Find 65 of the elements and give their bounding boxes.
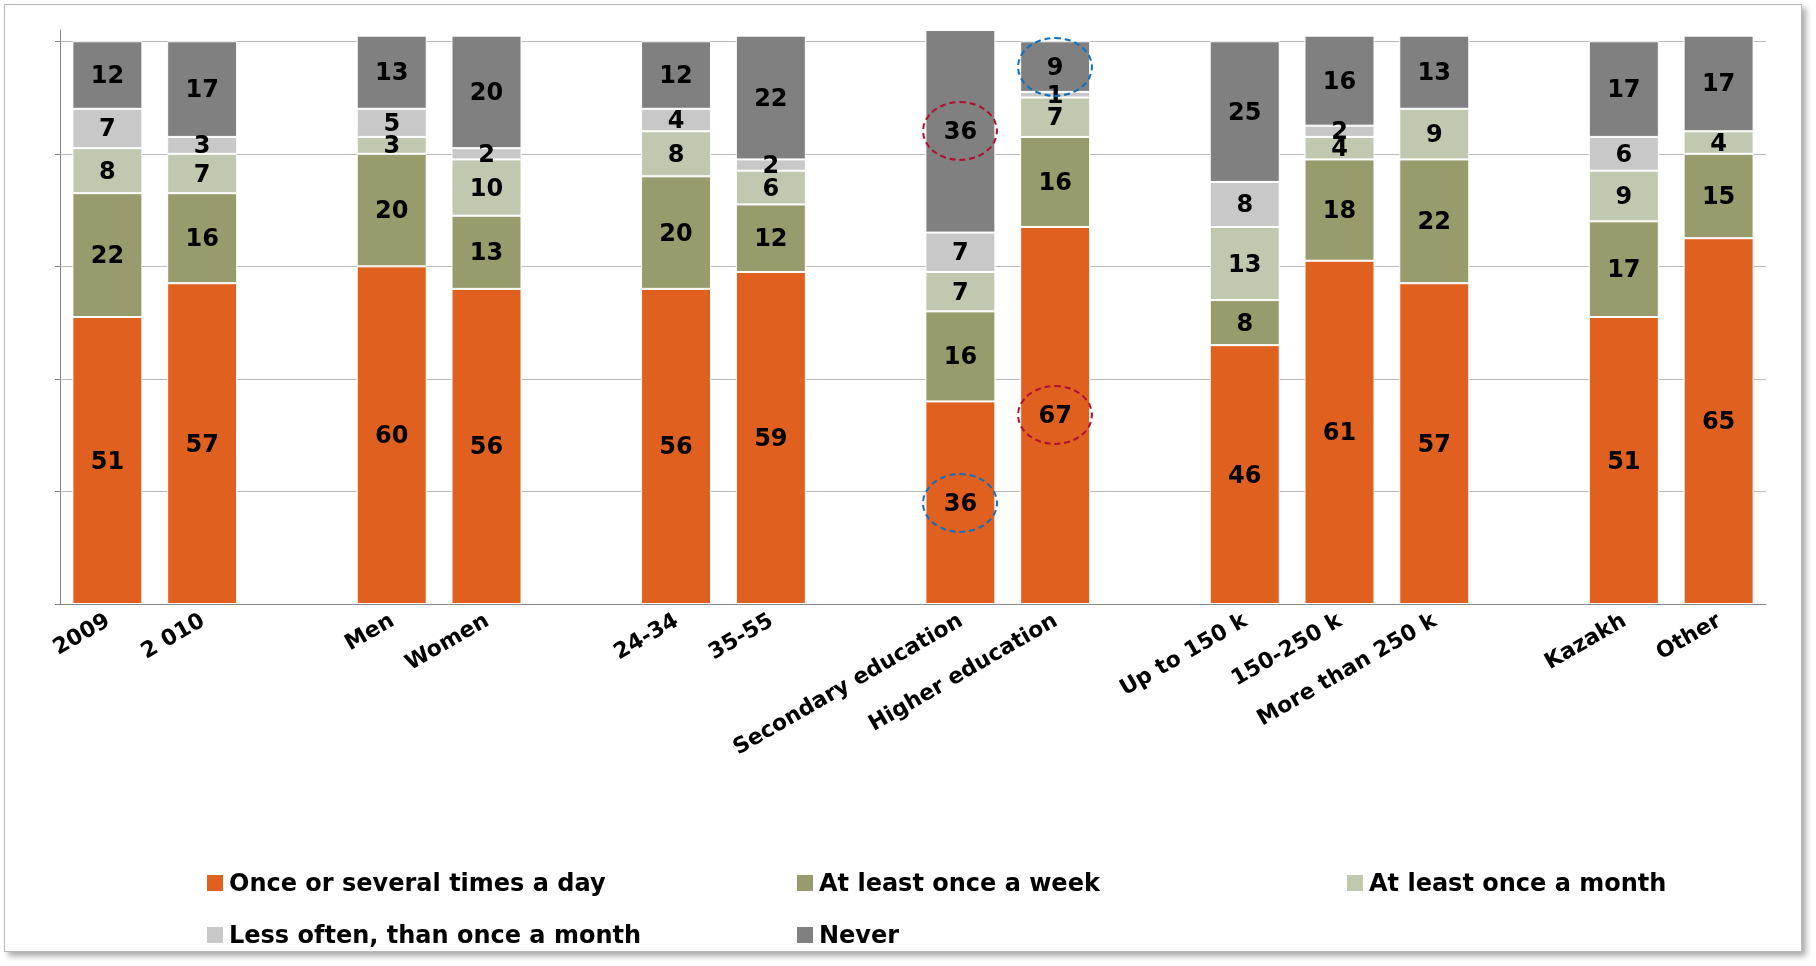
data-label: 12 <box>754 224 788 253</box>
data-label: 8 <box>1236 308 1254 337</box>
data-label: 7 <box>1046 103 1064 132</box>
data-label: 17 <box>1607 255 1641 284</box>
data-label: 17 <box>1701 69 1736 98</box>
data-label: 3 <box>193 131 211 160</box>
data-label: 59 <box>754 423 788 452</box>
data-label: 61 <box>1322 418 1357 447</box>
data-label: 16 <box>943 342 978 371</box>
data-label: 22 <box>754 83 788 112</box>
data-label: 57 <box>185 429 219 458</box>
data-label: 4 <box>1710 128 1727 157</box>
data-label: 6 <box>762 173 780 202</box>
data-label: 6 <box>1615 139 1633 168</box>
data-label: 22 <box>90 241 125 270</box>
data-label: 46 <box>1228 460 1262 489</box>
data-label: 16 <box>185 224 219 253</box>
data-label: 9 <box>1046 52 1064 81</box>
data-label: 4 <box>667 106 685 135</box>
data-label: 13 <box>1417 58 1451 87</box>
data-label: 13 <box>1228 249 1262 278</box>
data-label: 10 <box>469 173 504 202</box>
data-label: 57 <box>1417 429 1451 458</box>
legend-label: At least once a month <box>1369 869 1667 897</box>
data-label: 22 <box>1417 207 1451 236</box>
data-label: 20 <box>659 218 693 247</box>
data-label: 7 <box>952 238 969 267</box>
data-label: 16 <box>1038 167 1072 196</box>
data-label: 36 <box>943 117 978 146</box>
data-label: 56 <box>659 432 693 461</box>
data-label: 2 <box>478 139 495 168</box>
data-label: 9 <box>1425 120 1443 149</box>
data-label: 13 <box>375 58 409 87</box>
data-label: 8 <box>99 156 116 185</box>
data-label: 8 <box>667 139 685 168</box>
data-label: 12 <box>90 61 125 90</box>
data-label: 20 <box>469 77 504 106</box>
data-label: 65 <box>1701 407 1736 436</box>
data-label: 15 <box>1701 182 1736 211</box>
legend-label: Once or several times a day <box>229 869 606 897</box>
data-label: 51 <box>1607 446 1641 475</box>
data-label: 12 <box>659 61 693 90</box>
legend-label: Less often, than once a month <box>229 921 642 949</box>
data-label: 25 <box>1228 97 1262 126</box>
x-tick-label: Men <box>340 607 398 656</box>
data-label: 8 <box>1236 190 1254 219</box>
data-label: 17 <box>1607 75 1641 104</box>
legend-label: At least once a week <box>819 869 1101 897</box>
data-label: 3 <box>383 131 401 160</box>
data-label: 13 <box>469 238 504 267</box>
data-label: 67 <box>1038 401 1072 430</box>
data-label: 18 <box>1322 196 1357 225</box>
data-label: 17 <box>185 75 219 104</box>
data-label: 51 <box>90 446 125 475</box>
data-label: 7 <box>99 114 116 143</box>
data-label: 16 <box>1322 66 1357 95</box>
x-tick-label: 2 010 <box>136 607 209 664</box>
data-label: 7 <box>193 159 211 188</box>
data-label: 36 <box>943 488 978 517</box>
data-label: 7 <box>952 277 969 306</box>
data-label: 20 <box>375 196 409 225</box>
data-label: 56 <box>469 432 504 461</box>
data-label: 60 <box>375 421 409 450</box>
legend-label: Never <box>819 921 900 949</box>
data-label: 9 <box>1615 182 1633 211</box>
